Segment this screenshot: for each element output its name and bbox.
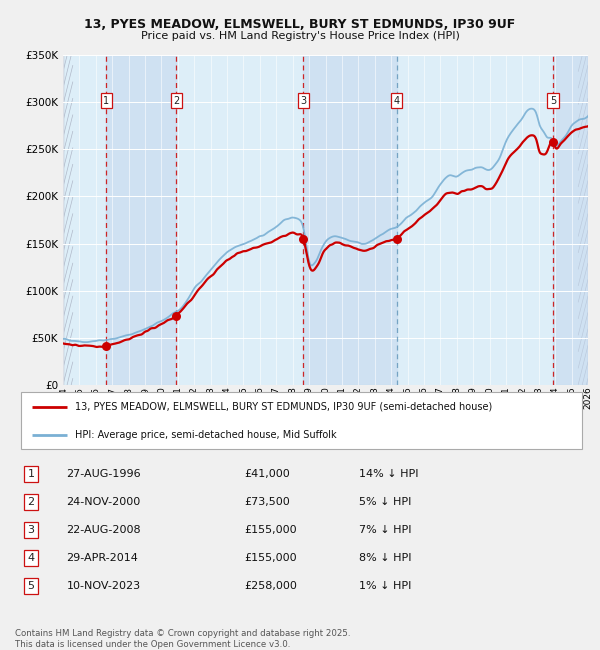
Bar (304, 55, 397, 385)
Bar (106, 55, 176, 385)
Text: Contains HM Land Registry data © Crown copyright and database right 2025.
This d: Contains HM Land Registry data © Crown c… (15, 629, 350, 649)
Text: 8% ↓ HPI: 8% ↓ HPI (359, 553, 412, 563)
Text: 29-APR-2014: 29-APR-2014 (67, 553, 139, 563)
Text: 5: 5 (550, 96, 556, 106)
Text: 10-NOV-2023: 10-NOV-2023 (67, 581, 140, 591)
Text: 1: 1 (103, 96, 110, 106)
Text: 13, PYES MEADOW, ELMSWELL, BURY ST EDMUNDS, IP30 9UF (semi-detached house): 13, PYES MEADOW, ELMSWELL, BURY ST EDMUN… (75, 402, 493, 411)
Text: 24-NOV-2000: 24-NOV-2000 (67, 497, 141, 507)
Text: 13, PYES MEADOW, ELMSWELL, BURY ST EDMUNDS, IP30 9UF: 13, PYES MEADOW, ELMSWELL, BURY ST EDMUN… (85, 18, 515, 31)
Text: £73,500: £73,500 (244, 497, 290, 507)
Text: £155,000: £155,000 (244, 525, 297, 535)
Text: 5% ↓ HPI: 5% ↓ HPI (359, 497, 411, 507)
Text: 5: 5 (28, 581, 35, 591)
Text: Price paid vs. HM Land Registry's House Price Index (HPI): Price paid vs. HM Land Registry's House … (140, 31, 460, 41)
Text: 2: 2 (173, 96, 179, 106)
Text: 1: 1 (28, 469, 35, 478)
FancyBboxPatch shape (21, 393, 582, 449)
Text: 7% ↓ HPI: 7% ↓ HPI (359, 525, 412, 535)
Text: 14% ↓ HPI: 14% ↓ HPI (359, 469, 418, 478)
Text: 3: 3 (300, 96, 307, 106)
Text: £41,000: £41,000 (244, 469, 290, 478)
Text: 27-AUG-1996: 27-AUG-1996 (67, 469, 141, 478)
Text: 3: 3 (28, 525, 35, 535)
Text: 4: 4 (28, 553, 35, 563)
Text: £258,000: £258,000 (244, 581, 297, 591)
Text: 22-AUG-2008: 22-AUG-2008 (67, 525, 141, 535)
Text: £155,000: £155,000 (244, 553, 297, 563)
Text: 2: 2 (28, 497, 35, 507)
Text: HPI: Average price, semi-detached house, Mid Suffolk: HPI: Average price, semi-detached house,… (75, 430, 337, 440)
Text: 4: 4 (394, 96, 400, 106)
Bar (553, 55, 588, 385)
Text: 1% ↓ HPI: 1% ↓ HPI (359, 581, 411, 591)
